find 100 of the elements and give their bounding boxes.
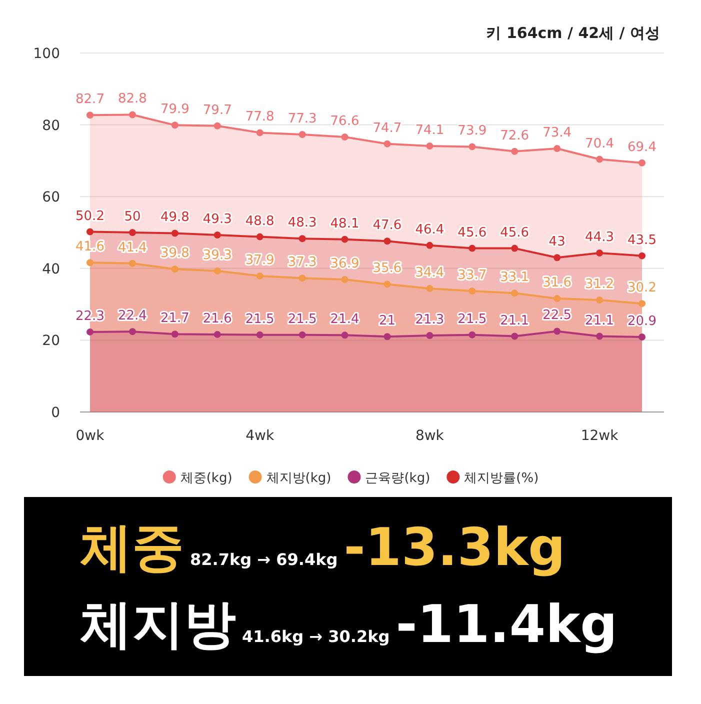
data-label: 21.5 [288, 312, 317, 327]
data-label: 31.2 [585, 276, 614, 292]
data-label: 48.1 [330, 216, 360, 232]
point [596, 296, 604, 304]
data-label: 39.3 [202, 248, 232, 263]
y-tick-label: 80 [42, 118, 60, 134]
data-label: 44.3 [585, 230, 614, 245]
data-label: 46.4 [415, 222, 444, 238]
point [511, 244, 518, 252]
point [554, 295, 561, 302]
data-label: 82.8 [118, 92, 147, 107]
data-label: 21 [378, 314, 396, 329]
data-label: 45.6 [458, 225, 487, 240]
data-label: 69.4 [628, 140, 656, 155]
point [298, 274, 306, 282]
y-tick-label: 60 [42, 190, 60, 206]
chart-subtitle: 키 164cm / 42세 / 여성 [486, 24, 660, 42]
data-label: 39.8 [160, 246, 190, 262]
text: 82.7kg → 69.4kg [190, 550, 338, 569]
data-label: 33.7 [458, 268, 487, 284]
legend-label: 체지방(kg) [266, 471, 332, 486]
point [128, 229, 136, 236]
point [341, 276, 348, 284]
point [554, 144, 561, 152]
point [596, 332, 604, 340]
point [214, 232, 221, 239]
point [638, 252, 646, 260]
data-label: 74.7 [372, 120, 402, 136]
data-label: 73.4 [542, 125, 572, 140]
data-label: 22.3 [76, 308, 104, 324]
data-label: 21.5 [458, 312, 487, 327]
text: 41.6kg → 30.2kg [242, 627, 390, 646]
point [384, 238, 391, 245]
point [511, 332, 518, 340]
point [214, 330, 221, 338]
point [256, 233, 264, 240]
point [554, 254, 561, 262]
data-label: 72.6 [500, 128, 530, 144]
data-label: 47.6 [372, 218, 402, 234]
x-tick-label: 12wk [580, 428, 620, 444]
legend-label: 체지방률(%) [464, 471, 539, 486]
point [468, 143, 476, 150]
point [511, 148, 518, 155]
data-label: 21.1 [500, 313, 530, 328]
data-label: 49.3 [202, 212, 232, 228]
data-label: 48.3 [288, 216, 317, 231]
data-label: 70.4 [585, 136, 614, 152]
point [256, 272, 264, 280]
data-label: 37.3 [288, 255, 317, 270]
point [426, 332, 434, 340]
data-label: 49.8 [160, 210, 190, 226]
data-label: 79.7 [202, 102, 232, 118]
point [596, 249, 604, 256]
data-label: 21.3 [415, 312, 444, 328]
point [171, 330, 178, 338]
point [468, 331, 476, 338]
point [128, 328, 136, 336]
point [86, 112, 94, 119]
data-label: 21.6 [202, 311, 232, 326]
point [341, 332, 348, 339]
point [298, 331, 306, 338]
data-label: 74.1 [415, 122, 444, 138]
point [468, 244, 476, 252]
point [214, 122, 221, 130]
data-label: 43.5 [628, 232, 656, 248]
data-label: 45.6 [500, 225, 530, 240]
text: -13.3kg [344, 518, 566, 578]
legend-label: 근육량(kg) [365, 471, 430, 486]
point [256, 331, 264, 338]
point [214, 267, 221, 274]
point [298, 235, 306, 242]
data-label: 36.9 [330, 256, 360, 272]
point [341, 236, 348, 243]
data-label: 21.1 [585, 313, 614, 328]
data-label: 31.6 [542, 276, 572, 291]
point [171, 122, 178, 129]
data-label: 34.4 [415, 266, 444, 281]
point [468, 288, 476, 295]
point [171, 230, 178, 237]
point [86, 328, 94, 336]
data-label: 43 [548, 234, 566, 250]
point [638, 300, 646, 308]
data-label: 41.4 [118, 240, 147, 256]
legend-label: 체중(kg) [180, 471, 232, 486]
point [171, 266, 178, 273]
data-label: 37.9 [245, 252, 274, 268]
point [256, 129, 264, 136]
data-label: 50 [124, 210, 141, 224]
point [384, 140, 391, 148]
data-label: 50.2 [76, 208, 104, 224]
point [638, 333, 646, 340]
data-label: 21.5 [245, 312, 274, 327]
data-label: 20.9 [628, 314, 656, 329]
data-label: 21.7 [160, 311, 190, 326]
point [86, 259, 94, 266]
point [341, 134, 348, 141]
text: -11.4kg [396, 595, 618, 655]
data-label: 48.8 [245, 214, 274, 229]
data-label: 82.7 [76, 92, 104, 108]
y-tick-label: 40 [42, 261, 60, 278]
